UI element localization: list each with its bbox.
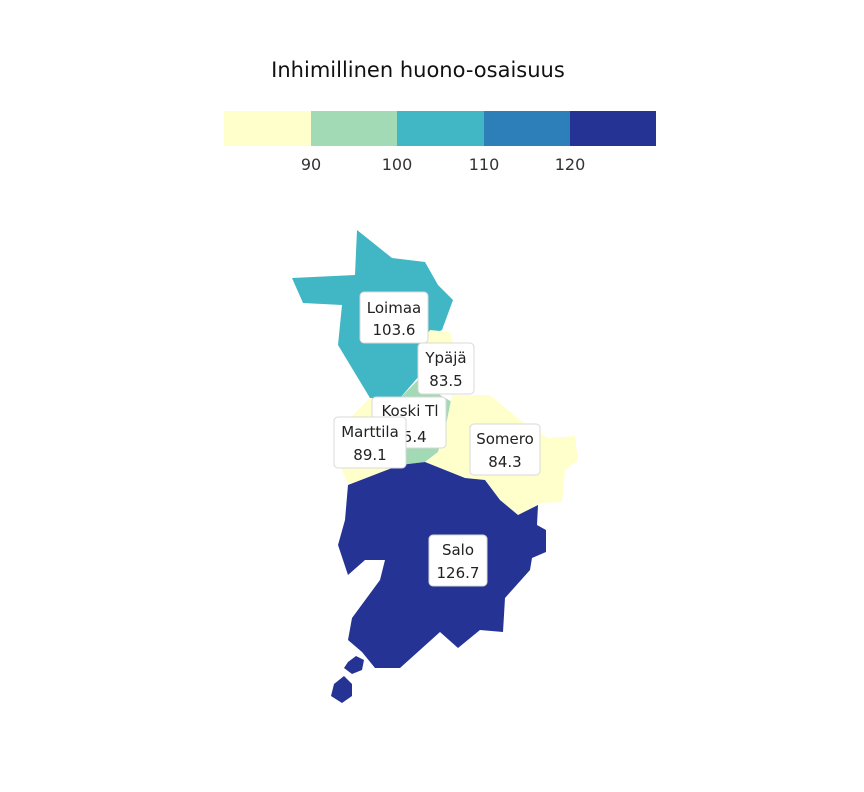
legend: 90 100 110 120 — [224, 111, 656, 174]
label-value: 84.3 — [488, 453, 521, 471]
legend-tick: 90 — [301, 155, 321, 174]
label-name: Marttila — [341, 423, 399, 441]
legend-bin-2 — [311, 111, 397, 146]
label-name: Salo — [442, 541, 474, 559]
label-ypaja: Ypäjä 83.5 — [417, 342, 475, 395]
label-name: Koski Tl — [381, 402, 438, 420]
region-salo-island — [344, 656, 364, 674]
region-salo-island — [331, 676, 352, 703]
label-marttila: Marttila 89.1 — [333, 416, 407, 469]
label-name: Ypäjä — [424, 349, 466, 367]
legend-bin-5 — [570, 111, 656, 146]
legend-bin-1 — [224, 111, 311, 146]
label-name: Somero — [476, 430, 534, 448]
legend-tick: 100 — [382, 155, 413, 174]
label-loimaa: Loimaa 103.6 — [359, 291, 429, 344]
label-value: 83.5 — [429, 372, 462, 390]
label-value: 89.1 — [353, 446, 386, 464]
label-value: 103.6 — [373, 321, 416, 339]
label-salo: Salo 126.7 — [428, 534, 488, 587]
legend-bin-4 — [484, 111, 570, 146]
legend-tick: 120 — [555, 155, 586, 174]
map-title: Inhimillinen huono-osaisuus — [271, 58, 565, 82]
legend-bin-3 — [397, 111, 484, 146]
region-labels: Loimaa 103.6 Ypäjä 83.5 Koski Tl 95.4 Ma… — [333, 291, 541, 587]
label-name: Loimaa — [367, 299, 421, 317]
label-somero: Somero 84.3 — [469, 423, 541, 476]
legend-tick: 110 — [469, 155, 500, 174]
label-value: 126.7 — [437, 564, 480, 582]
